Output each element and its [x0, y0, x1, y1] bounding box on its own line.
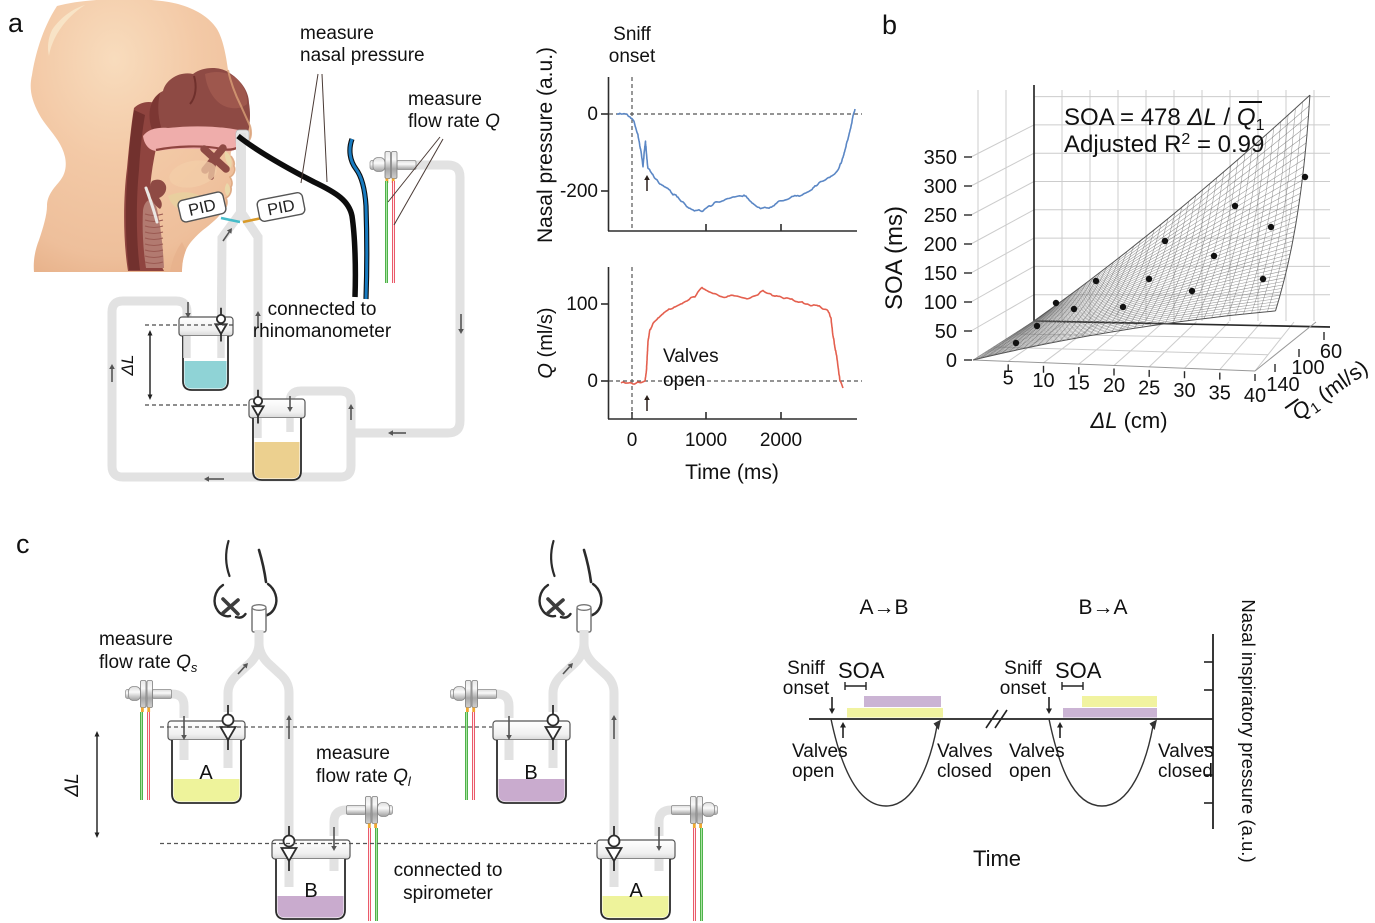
svg-text:PID: PID [187, 196, 218, 220]
svg-text:50: 50 [935, 321, 957, 343]
svg-text:open: open [663, 370, 705, 391]
svg-text:measure: measure [316, 743, 390, 764]
svg-text:100: 100 [1291, 357, 1324, 379]
svg-text:ΔL: ΔL [62, 773, 83, 797]
svg-text:A→B: A→B [859, 596, 908, 619]
svg-text:Time (ms): Time (ms) [685, 461, 779, 484]
svg-text:B: B [524, 762, 537, 784]
svg-text:SOA: SOA [838, 658, 885, 683]
svg-text:B→A: B→A [1078, 596, 1127, 619]
svg-text:40: 40 [1244, 385, 1266, 407]
svg-text:15: 15 [1068, 373, 1090, 395]
svg-text:100: 100 [924, 292, 957, 314]
svg-text:25: 25 [1138, 378, 1160, 400]
svg-text:closed: closed [937, 761, 992, 782]
svg-text:0: 0 [587, 371, 598, 392]
svg-text:Valves: Valves [1009, 741, 1065, 762]
svg-text:measure: measure [99, 629, 173, 650]
svg-text:2000: 2000 [760, 430, 802, 451]
svg-text:250: 250 [924, 205, 957, 227]
svg-text:0: 0 [946, 350, 957, 372]
svg-text:onset: onset [1000, 678, 1047, 699]
svg-text:1000: 1000 [685, 430, 727, 451]
svg-text:connected to: connected to [394, 860, 503, 881]
svg-text:140: 140 [1266, 374, 1299, 396]
svg-text:0: 0 [627, 430, 638, 451]
svg-text:open: open [792, 761, 834, 782]
svg-text:connected to: connected to [268, 299, 377, 320]
svg-text:35: 35 [1209, 383, 1231, 405]
svg-text:closed: closed [1158, 761, 1213, 782]
svg-text:flow rate Q: flow rate Q [408, 111, 500, 132]
svg-text:B: B [304, 880, 317, 902]
svg-text:c: c [16, 529, 30, 559]
svg-text:ΔL: ΔL [118, 355, 137, 377]
svg-text:Nasal pressure (a.u.): Nasal pressure (a.u.) [534, 47, 557, 243]
svg-text:20: 20 [1103, 375, 1125, 397]
svg-text:a: a [8, 8, 24, 38]
svg-text:Adjusted R2 = 0.99: Adjusted R2 = 0.99 [1064, 131, 1264, 158]
svg-text:onset: onset [609, 46, 656, 67]
svg-text:flow rate Ql: flow rate Ql [316, 766, 412, 789]
svg-text:Q (ml/s): Q (ml/s) [535, 307, 557, 378]
svg-text:5: 5 [1003, 368, 1014, 390]
svg-text:measure: measure [408, 89, 482, 110]
svg-text:Valves: Valves [937, 741, 993, 762]
svg-text:rhinomanometer: rhinomanometer [253, 321, 392, 342]
svg-text:nasal pressure: nasal pressure [300, 45, 425, 66]
svg-text:onset: onset [783, 678, 830, 699]
svg-text:ΔL (cm): ΔL (cm) [1089, 408, 1167, 433]
svg-text:Time: Time [973, 846, 1021, 871]
svg-text:A: A [629, 880, 643, 902]
svg-text:b: b [882, 10, 897, 40]
svg-text:measure: measure [300, 23, 374, 44]
svg-text:spirometer: spirometer [403, 883, 493, 904]
svg-text:PID: PID [266, 197, 297, 220]
svg-text:Nasal inspiratory pressure (a.: Nasal inspiratory pressure (a.u.) [1238, 599, 1259, 862]
svg-text:A: A [199, 762, 213, 784]
svg-text:30: 30 [1173, 380, 1195, 402]
svg-text:flow rate Qs: flow rate Qs [99, 652, 198, 675]
svg-text:200: 200 [924, 234, 957, 256]
svg-text:60: 60 [1320, 341, 1342, 363]
svg-text:Sniff: Sniff [1004, 658, 1042, 679]
svg-text:150: 150 [924, 263, 957, 285]
svg-text:-200: -200 [560, 181, 598, 202]
svg-text:SOA (ms): SOA (ms) [881, 206, 908, 310]
svg-text:Valves: Valves [663, 346, 719, 367]
svg-text:300: 300 [924, 176, 957, 198]
svg-text:Sniff: Sniff [787, 658, 825, 679]
svg-text:0: 0 [587, 104, 598, 125]
svg-text:SOA: SOA [1055, 658, 1102, 683]
svg-text:open: open [1009, 761, 1051, 782]
svg-text:Sniff: Sniff [613, 24, 651, 45]
svg-text:10: 10 [1032, 370, 1054, 392]
svg-text:Valves: Valves [1158, 741, 1214, 762]
svg-text:350: 350 [924, 147, 957, 169]
svg-text:100: 100 [566, 294, 598, 315]
svg-text:SOA = 478 ΔL / Q1: SOA = 478 ΔL / Q1 [1064, 104, 1265, 134]
svg-text:Valves: Valves [792, 741, 848, 762]
